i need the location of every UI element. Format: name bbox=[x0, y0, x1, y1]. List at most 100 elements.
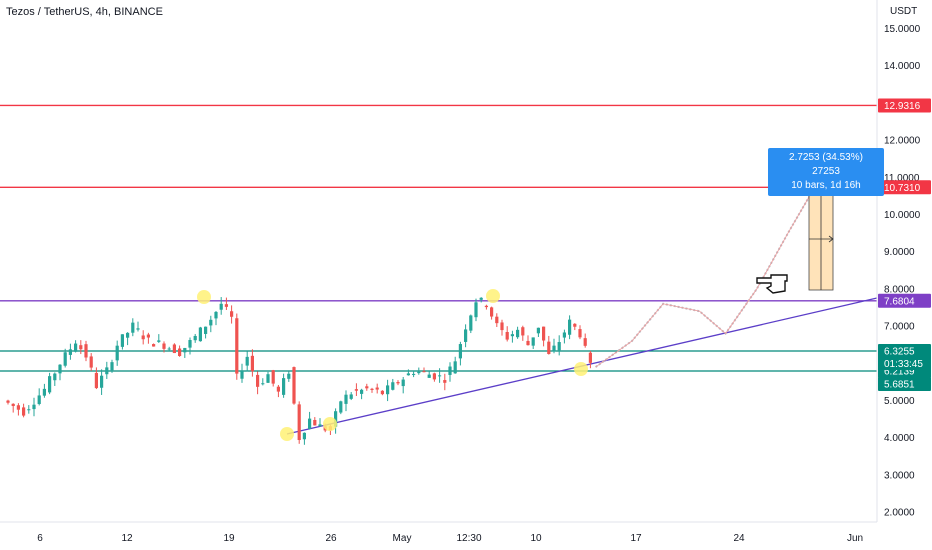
candle bbox=[152, 343, 156, 347]
candle bbox=[230, 305, 234, 324]
candle bbox=[542, 326, 546, 347]
candle bbox=[27, 405, 31, 414]
candle-body bbox=[214, 311, 218, 319]
candle bbox=[484, 304, 488, 310]
candle-body bbox=[432, 373, 436, 380]
candle bbox=[547, 335, 551, 355]
price-level-badge: 6.3255 bbox=[878, 344, 931, 358]
candle bbox=[266, 371, 270, 383]
highlight-point bbox=[197, 290, 211, 304]
candle bbox=[79, 340, 83, 355]
candle-body bbox=[516, 329, 520, 338]
candle bbox=[302, 432, 306, 445]
candle bbox=[396, 380, 400, 386]
x-tick-label: Jun bbox=[847, 533, 863, 544]
candle-body bbox=[188, 339, 192, 348]
candle-body bbox=[365, 386, 369, 389]
candle bbox=[521, 325, 525, 341]
candle-body bbox=[48, 376, 52, 393]
highlight-point bbox=[323, 417, 337, 431]
candle-body bbox=[162, 343, 166, 349]
candle-body bbox=[209, 319, 213, 326]
candle bbox=[557, 335, 561, 356]
candle-body bbox=[235, 318, 239, 374]
candle-body bbox=[354, 389, 358, 391]
candle bbox=[240, 363, 244, 383]
candle-body bbox=[74, 343, 78, 352]
badge-text: 12.9316 bbox=[884, 101, 921, 112]
highlight-point bbox=[574, 362, 588, 376]
candle-body bbox=[53, 373, 57, 381]
candle-body bbox=[6, 400, 10, 403]
candle bbox=[297, 401, 301, 444]
candle-body bbox=[11, 403, 15, 407]
candle-body bbox=[100, 375, 104, 388]
candle-body bbox=[458, 344, 462, 359]
candle bbox=[100, 369, 104, 395]
drawing-tools bbox=[756, 187, 834, 294]
candle-body bbox=[422, 371, 426, 373]
candle bbox=[583, 333, 587, 348]
candle-body bbox=[339, 401, 343, 413]
candle bbox=[443, 373, 447, 391]
candle-body bbox=[16, 405, 20, 410]
candle-body bbox=[131, 322, 135, 333]
candle bbox=[120, 334, 124, 350]
candle bbox=[235, 313, 239, 380]
x-tick-label: 12:30 bbox=[456, 533, 481, 544]
measure-tooltip: 2.7253 (34.53%) 27253 10 bars, 1d 16h bbox=[768, 148, 884, 196]
candle bbox=[391, 378, 395, 391]
candle-body bbox=[552, 345, 556, 352]
candle bbox=[276, 384, 280, 398]
candle-body bbox=[375, 387, 379, 390]
candle bbox=[380, 390, 384, 396]
candle bbox=[131, 318, 135, 337]
candle-body bbox=[141, 335, 145, 340]
candle bbox=[84, 340, 88, 362]
badge-bg bbox=[878, 293, 931, 308]
y-tick-label: 14.0000 bbox=[884, 61, 921, 72]
candle-body bbox=[464, 329, 468, 342]
candle-body bbox=[318, 424, 322, 427]
y-tick-label: 12.0000 bbox=[884, 136, 921, 147]
candle bbox=[58, 364, 62, 381]
candle-body bbox=[204, 326, 208, 334]
candle-body bbox=[495, 316, 499, 324]
x-tick-label: 12 bbox=[121, 533, 133, 544]
candle bbox=[157, 334, 161, 343]
candle bbox=[474, 298, 478, 322]
candle-body bbox=[126, 332, 130, 338]
candle-body bbox=[22, 407, 26, 416]
price-level-badge: 7.6804 bbox=[878, 293, 931, 308]
candle-body bbox=[63, 352, 67, 366]
candle-body bbox=[568, 319, 572, 335]
candle-body bbox=[193, 335, 197, 341]
candle bbox=[573, 323, 577, 331]
candle bbox=[365, 383, 369, 391]
candle bbox=[94, 367, 98, 390]
candle-body bbox=[401, 379, 405, 387]
candle bbox=[412, 370, 416, 378]
candle-body bbox=[573, 323, 577, 327]
candle-body bbox=[406, 373, 410, 376]
candle bbox=[209, 315, 213, 333]
candle bbox=[250, 349, 254, 377]
candle-body bbox=[547, 341, 551, 354]
y-tick-label: 3.0000 bbox=[884, 470, 915, 481]
candle-body bbox=[500, 322, 504, 331]
measure-line-2: 10 bars, 1d 16h bbox=[791, 180, 861, 191]
candle bbox=[63, 348, 67, 368]
candle-body bbox=[386, 385, 390, 395]
candle-body bbox=[219, 303, 223, 310]
candle bbox=[22, 403, 26, 418]
candle bbox=[536, 327, 540, 338]
candle-body bbox=[308, 418, 312, 429]
candle-body bbox=[266, 374, 270, 383]
highlight-point bbox=[280, 427, 294, 441]
candle-body bbox=[94, 372, 98, 389]
candle bbox=[464, 324, 468, 348]
candle-body bbox=[360, 389, 364, 394]
badge-text: 6.3255 bbox=[884, 347, 915, 358]
candle-body bbox=[58, 364, 62, 374]
